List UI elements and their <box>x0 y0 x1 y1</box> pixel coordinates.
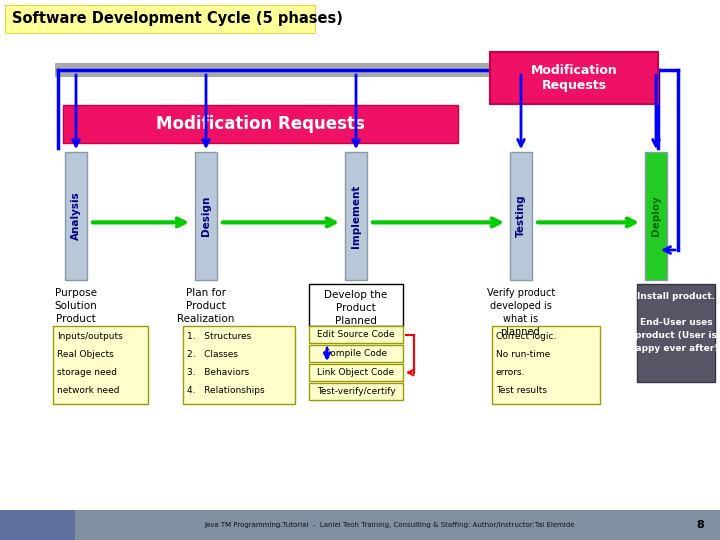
Text: Develop the: Develop the <box>325 290 387 300</box>
Bar <box>65 152 87 280</box>
Bar <box>0 510 720 540</box>
Text: Modification Requests: Modification Requests <box>156 115 365 133</box>
Bar <box>309 345 403 362</box>
Text: Product: Product <box>186 301 226 311</box>
Text: Java TM Programming.Tutorial  -  Laniel Teoh Training, Consulting & Staffing: Au: Java TM Programming.Tutorial - Laniel Te… <box>204 522 575 528</box>
Text: Planned: Planned <box>335 316 377 326</box>
Text: what is: what is <box>503 314 539 324</box>
Text: Edit Source Code: Edit Source Code <box>318 330 395 339</box>
Text: 8: 8 <box>696 520 704 530</box>
Text: Testing: Testing <box>516 195 526 237</box>
Text: 3.   Behaviors: 3. Behaviors <box>187 368 249 377</box>
Text: Product: Product <box>336 303 376 313</box>
Text: Real Objects: Real Objects <box>57 350 114 359</box>
Text: storage need: storage need <box>57 368 117 377</box>
Text: End-User uses: End-User uses <box>639 318 712 327</box>
Bar <box>309 326 403 343</box>
Text: Analysis: Analysis <box>71 192 81 240</box>
Bar <box>309 383 403 400</box>
Text: network need: network need <box>57 386 120 395</box>
Text: Plan for: Plan for <box>186 288 226 298</box>
Text: Solution: Solution <box>55 301 97 311</box>
Text: Test-verify/certify: Test-verify/certify <box>317 387 395 396</box>
Bar <box>55 63 655 77</box>
Bar <box>183 326 295 404</box>
Text: No run-time: No run-time <box>496 350 550 359</box>
Text: 4.   Relationships: 4. Relationships <box>187 386 265 395</box>
Bar <box>645 152 667 280</box>
Text: product (User is: product (User is <box>635 331 717 340</box>
Text: Install product.: Install product. <box>637 292 715 301</box>
Text: Software Development Cycle (5 phases): Software Development Cycle (5 phases) <box>12 11 343 26</box>
Text: Implement: Implement <box>351 184 361 248</box>
Bar <box>345 152 367 280</box>
Bar <box>510 152 532 280</box>
Text: Link Object Code: Link Object Code <box>318 368 395 377</box>
Text: Product: Product <box>56 314 96 324</box>
Text: Realization: Realization <box>177 314 235 324</box>
Text: Correct logic.: Correct logic. <box>496 332 557 341</box>
Text: Verify product: Verify product <box>487 288 555 298</box>
Text: developed is: developed is <box>490 301 552 311</box>
Text: 1.   Structures: 1. Structures <box>187 332 251 341</box>
Bar <box>0 510 75 540</box>
Bar <box>492 326 600 404</box>
Text: happy ever after!): happy ever after!) <box>629 344 720 353</box>
Bar <box>637 284 715 382</box>
Text: Test results: Test results <box>496 386 547 395</box>
Text: Design: Design <box>201 196 211 236</box>
Text: errors.: errors. <box>496 368 526 377</box>
Text: 2.   Classes: 2. Classes <box>187 350 238 359</box>
Text: planned.: planned. <box>500 327 542 337</box>
Text: Compile Code: Compile Code <box>325 349 387 358</box>
Bar <box>53 326 148 404</box>
Bar <box>195 152 217 280</box>
Bar <box>309 284 403 326</box>
Text: Deploy: Deploy <box>651 195 661 237</box>
Bar <box>490 52 658 104</box>
Bar <box>309 364 403 381</box>
Text: Inputs/outputs: Inputs/outputs <box>57 332 122 341</box>
Bar <box>63 105 458 143</box>
Text: Modification
Requests: Modification Requests <box>531 64 617 92</box>
Bar <box>5 5 315 33</box>
Text: Purpose: Purpose <box>55 288 97 298</box>
